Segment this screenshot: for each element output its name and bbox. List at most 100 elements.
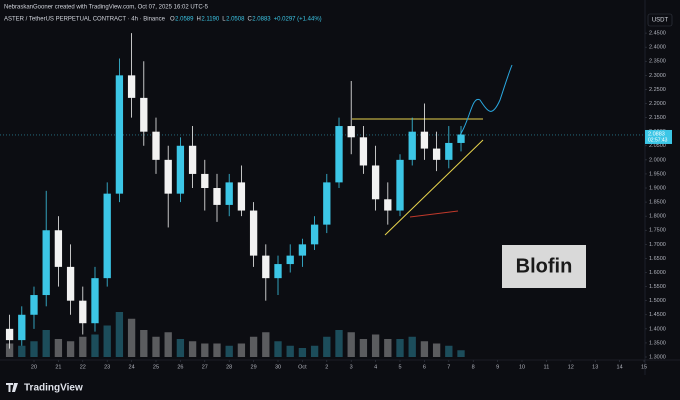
candle-body	[30, 295, 38, 315]
volume-bar	[115, 312, 124, 357]
y-tick-label: 1.8000	[649, 214, 666, 220]
y-tick-label: 2.2500	[649, 87, 666, 93]
volume-bar	[201, 343, 209, 357]
candle-body	[54, 230, 63, 267]
ohlc-label: O	[170, 17, 175, 23]
x-tick-label: 27	[202, 364, 208, 370]
brand: TradingView	[24, 383, 83, 394]
candle-body	[237, 182, 246, 211]
volume-bar	[164, 332, 172, 357]
candle-body	[213, 188, 221, 205]
volume-bar	[323, 336, 331, 357]
candle-body	[274, 264, 282, 279]
candle-body	[140, 97, 148, 132]
y-tick-label: 1.6500	[649, 256, 666, 262]
ohlc-value: 2.0589	[175, 17, 194, 23]
candle-body	[371, 165, 380, 200]
x-tick-label: 9	[496, 364, 499, 370]
candle-body	[5, 328, 14, 341]
ohlc-value: 2.0508	[226, 17, 245, 23]
brand-logo	[6, 383, 18, 392]
candle-body	[286, 255, 294, 265]
x-tick-label: 22	[80, 364, 86, 370]
y-tick-label: 1.9500	[649, 171, 666, 177]
volume-bar	[79, 336, 87, 357]
y-tick-label: 2.1500	[649, 115, 666, 121]
candle-body	[152, 131, 160, 160]
x-tick-label: 4	[374, 364, 377, 370]
candle-body	[359, 137, 368, 166]
candle-body	[79, 300, 87, 324]
candle-body	[249, 210, 258, 256]
volume-bar	[188, 341, 197, 357]
y-tick-label: 1.3500	[649, 340, 666, 346]
x-tick-label: 10	[519, 364, 525, 370]
volume-bar	[420, 341, 429, 357]
y-tick-label: 1.4500	[649, 312, 666, 318]
volume-bar	[225, 345, 233, 357]
volume-bar	[66, 341, 75, 357]
volume-bar	[5, 343, 14, 357]
candle-body	[103, 193, 111, 279]
volume-bar	[42, 330, 50, 357]
watermark-box	[502, 245, 586, 288]
volume-bar	[396, 339, 404, 357]
volume-bar	[18, 345, 26, 357]
candle-body	[396, 159, 404, 211]
y-tick-label: 1.6000	[649, 270, 666, 276]
volume-bar	[286, 345, 294, 357]
candle-body	[188, 145, 197, 174]
candle-body	[310, 224, 319, 245]
y-tick-label: 1.3000	[649, 354, 666, 360]
volume-bar	[359, 339, 368, 357]
candle-body	[420, 131, 429, 149]
candle-body	[66, 266, 75, 301]
support-line	[409, 210, 459, 218]
candle-body	[225, 182, 233, 205]
plot	[0, 33, 645, 357]
candle-body	[18, 314, 26, 341]
candle-body	[115, 75, 124, 194]
currency-button[interactable]	[647, 13, 673, 27]
candle-body	[432, 148, 441, 160]
y-tick-label: 1.5500	[649, 284, 666, 290]
volume-bar	[176, 339, 185, 357]
candle-body	[164, 159, 172, 194]
y-tick-label: 1.5000	[649, 298, 666, 304]
y-tick-label: 2.0500	[649, 143, 666, 149]
volume-bar	[310, 345, 319, 357]
y-tick-label: 2.0000	[649, 157, 666, 163]
volume-bar	[237, 343, 246, 357]
candle-body	[445, 142, 453, 160]
y-tick-label: 2.4500	[649, 31, 666, 37]
x-tick-label: 24	[129, 364, 135, 370]
x-tick-label: 11	[544, 364, 550, 370]
volume-bar	[335, 330, 343, 357]
volume-bar	[274, 341, 282, 357]
candle-body	[298, 244, 307, 256]
y-tick-label: 2.3000	[649, 73, 666, 79]
candle-body	[347, 126, 355, 138]
volume-bar	[213, 343, 221, 357]
ohlc-label: H	[196, 17, 200, 23]
volume-bar	[127, 318, 136, 357]
volume-bar	[384, 339, 392, 357]
ohlc-value: 2.1190	[201, 17, 220, 23]
x-tick-label: 20	[31, 364, 37, 370]
volume-bar	[457, 350, 465, 357]
volume-bar	[432, 343, 441, 357]
volume-bar	[371, 334, 380, 357]
currency[interactable]: USDT	[652, 18, 669, 24]
volume-bar	[445, 345, 453, 357]
volume-bar	[347, 332, 355, 357]
price-label: 2.0883	[648, 131, 665, 137]
candle-body	[127, 75, 136, 98]
y-tick-label: 2.2000	[649, 101, 666, 107]
ohlc-value: 2.0883	[252, 17, 271, 23]
volume-bar	[140, 330, 148, 357]
volume-bar	[54, 339, 63, 357]
y-tick-label: 1.8500	[649, 200, 666, 206]
x-tick-label: 5	[398, 364, 401, 370]
candle-body	[323, 182, 331, 225]
projection-path	[459, 64, 513, 136]
